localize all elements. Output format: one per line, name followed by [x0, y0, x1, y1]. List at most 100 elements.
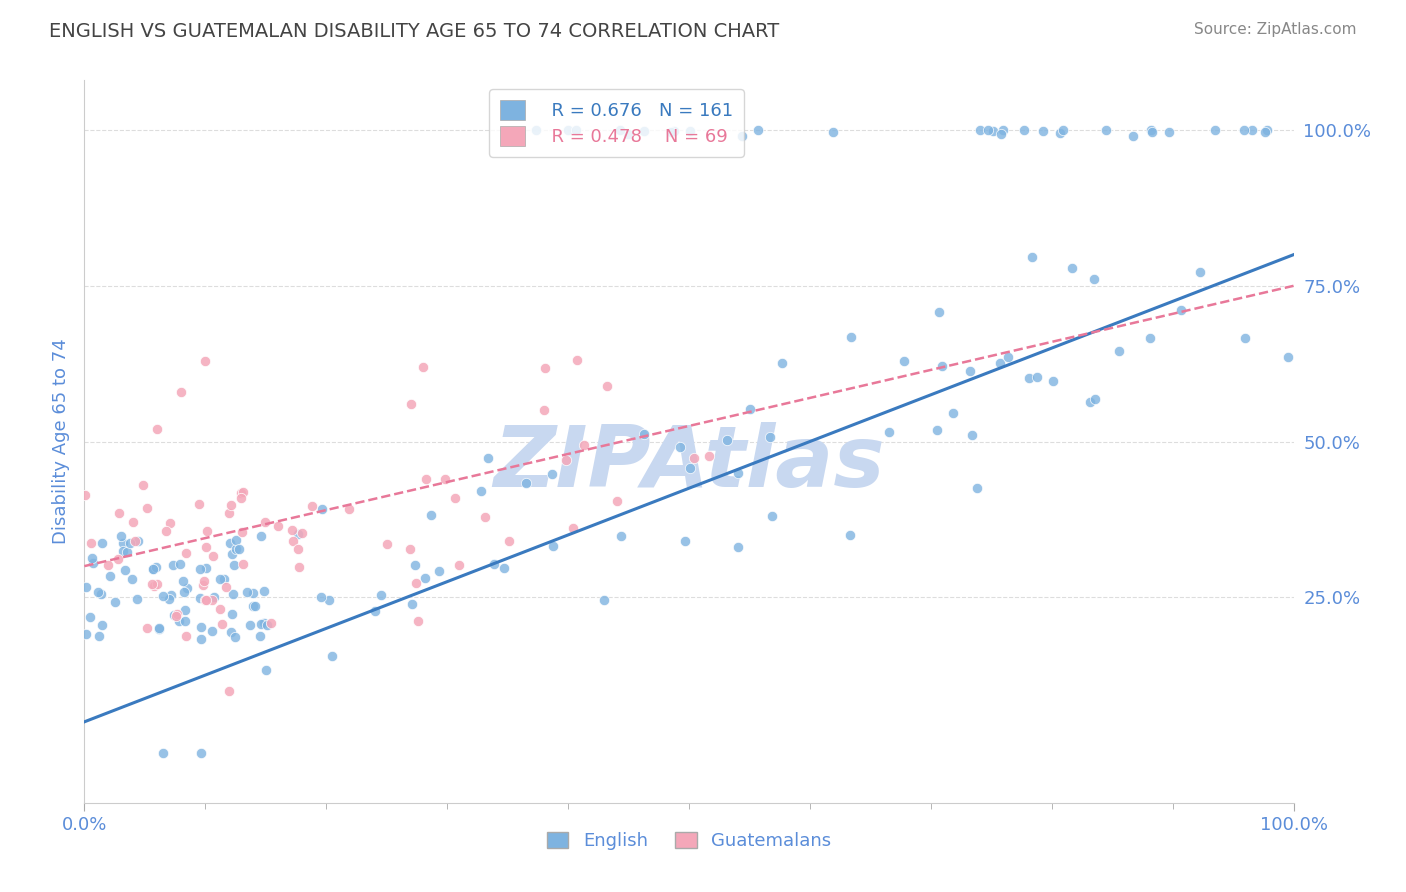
Point	[97, 558, 120, 572]
Point	[135, 500, 157, 515]
Point	[377, 536, 399, 550]
Point	[193, 578, 215, 592]
Point	[107, 551, 129, 566]
Point	[194, 593, 217, 607]
Point	[172, 574, 194, 588]
Point	[574, 438, 596, 452]
Point	[839, 528, 862, 542]
Point	[111, 544, 134, 558]
Point	[668, 440, 690, 454]
Point	[253, 616, 276, 631]
Point	[596, 378, 619, 392]
Point	[893, 354, 915, 368]
Point	[193, 574, 215, 588]
Point	[122, 515, 145, 529]
Point	[1277, 350, 1299, 364]
Point	[236, 585, 259, 599]
Point	[231, 486, 253, 500]
Point	[1253, 125, 1275, 139]
Point	[201, 593, 224, 607]
Point	[482, 557, 505, 571]
Point	[163, 608, 186, 623]
Point	[981, 124, 1004, 138]
Point	[174, 546, 197, 560]
Point	[146, 577, 169, 591]
Point	[162, 558, 184, 573]
Point	[1018, 371, 1040, 385]
Point	[201, 624, 224, 639]
Point	[253, 584, 276, 599]
Point	[254, 664, 277, 678]
Point	[541, 539, 564, 553]
Point	[761, 509, 783, 524]
Point	[87, 584, 110, 599]
Point	[287, 541, 309, 556]
Point	[311, 501, 333, 516]
Point	[291, 526, 314, 541]
Point	[115, 545, 138, 559]
Point	[90, 617, 112, 632]
Point	[219, 625, 242, 640]
Point	[405, 576, 427, 591]
Point	[190, 632, 212, 647]
Point	[821, 125, 844, 139]
Point	[145, 559, 167, 574]
Point	[281, 524, 304, 538]
Point	[609, 123, 631, 137]
Point	[413, 571, 436, 585]
Point	[159, 588, 181, 602]
Point	[79, 610, 101, 624]
Point	[121, 572, 143, 586]
Point	[195, 561, 218, 575]
Point	[1078, 394, 1101, 409]
Point	[166, 609, 188, 624]
Point	[131, 477, 153, 491]
Point	[879, 425, 901, 440]
Point	[1060, 261, 1083, 276]
Point	[209, 601, 232, 615]
Point	[224, 630, 246, 644]
Point	[318, 593, 340, 607]
Point	[477, 450, 499, 465]
Point	[108, 507, 131, 521]
Point	[1122, 128, 1144, 143]
Point	[110, 529, 132, 543]
Point	[533, 403, 555, 417]
Point	[309, 590, 332, 604]
Point	[942, 406, 965, 420]
Point	[1049, 126, 1071, 140]
Point	[731, 129, 754, 144]
Point	[260, 616, 283, 631]
Point	[412, 359, 434, 374]
Point	[370, 588, 392, 602]
Point	[364, 604, 387, 618]
Point	[533, 361, 555, 376]
Point	[90, 535, 112, 549]
Point	[208, 572, 231, 586]
Point	[218, 683, 240, 698]
Point	[218, 535, 240, 549]
Point	[75, 627, 97, 641]
Point	[434, 472, 457, 486]
Point	[1083, 271, 1105, 285]
Point	[541, 467, 564, 482]
Point	[515, 475, 537, 490]
Point	[127, 534, 149, 549]
Point	[993, 123, 1015, 137]
Point	[1188, 265, 1211, 279]
Point	[1021, 250, 1043, 264]
Point	[188, 591, 211, 606]
Point	[610, 529, 633, 543]
Point	[662, 124, 685, 138]
Point	[976, 123, 998, 137]
Point	[617, 127, 640, 141]
Point	[266, 518, 288, 533]
Point	[143, 579, 166, 593]
Point	[1042, 374, 1064, 388]
Point	[931, 359, 953, 373]
Point	[75, 580, 97, 594]
Point	[148, 622, 170, 636]
Point	[221, 547, 243, 561]
Point	[1140, 125, 1163, 139]
Point	[1140, 123, 1163, 137]
